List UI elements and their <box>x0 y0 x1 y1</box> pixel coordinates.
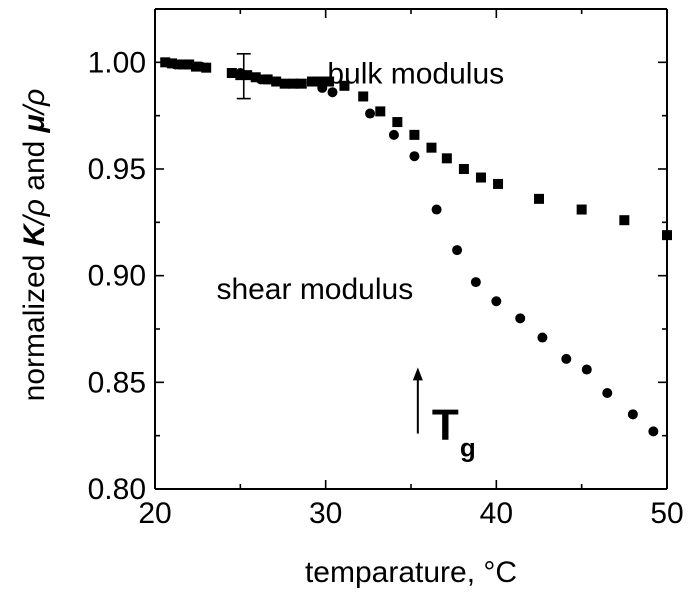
bulk-point <box>475 172 486 183</box>
tg-label-subscript: g <box>460 433 476 463</box>
shear-point <box>161 57 172 68</box>
shear-point <box>365 108 376 119</box>
bulk-point <box>279 78 290 89</box>
shear-point <box>452 245 463 256</box>
shear-point <box>602 388 613 398</box>
shear-point <box>291 78 302 89</box>
error-bar <box>236 52 251 100</box>
bulk-point <box>358 91 369 102</box>
shear-point <box>515 313 526 324</box>
y-tick-label: 1.00 <box>88 46 146 79</box>
bulk-point <box>296 78 307 89</box>
tg-arrow-head <box>412 367 423 381</box>
bulk-point <box>426 142 437 153</box>
x-tick-label: 30 <box>309 497 342 530</box>
shear-point <box>627 409 638 420</box>
shear-point <box>491 296 502 307</box>
shear-point <box>648 426 659 437</box>
tick-labels: 20 30 40 50 0.80 0.85 0.90 0.95 1.00 <box>88 46 684 530</box>
bulk-modulus-label: bulk modulus <box>327 58 504 91</box>
bulk-point <box>409 129 420 140</box>
y-axis-title-k: K <box>18 222 51 246</box>
bulk-point <box>250 72 261 83</box>
shear-point <box>581 364 592 375</box>
shear-modulus-label: shear modulus <box>216 273 413 306</box>
shear-point <box>537 332 548 343</box>
shear-point <box>170 59 181 70</box>
shear-point <box>388 129 399 140</box>
bulk-point <box>201 62 212 73</box>
y-tick-label: 0.85 <box>88 366 146 399</box>
shear-point <box>235 68 246 78</box>
x-axis-title: temparature, °C <box>305 556 517 589</box>
bulk-point <box>662 230 672 241</box>
shear-point <box>470 277 481 288</box>
shear-point <box>561 353 572 364</box>
shear-point <box>255 74 266 85</box>
y-tick-label: 0.90 <box>88 260 146 293</box>
x-tick-label: 40 <box>480 497 513 530</box>
bulk-point <box>441 153 452 164</box>
bulk-point <box>242 70 253 81</box>
shear-point <box>184 59 195 70</box>
y-axis-title-mu: μ <box>18 114 51 133</box>
tg-label: T <box>432 401 459 450</box>
y-axis-title-rho2: /ρ <box>18 89 51 117</box>
y-tick-label: 0.80 <box>88 473 146 506</box>
shear-point <box>327 87 338 98</box>
bulk-point <box>271 76 282 87</box>
tg-annotation: T g <box>412 367 476 463</box>
y-axis-title-and: and <box>18 132 51 199</box>
x-tick-label: 50 <box>650 497 683 530</box>
bulk-point <box>339 80 350 91</box>
bulk-point <box>190 61 201 72</box>
y-axis-title-prefix: normalized <box>18 246 51 401</box>
bulk-point <box>375 106 386 117</box>
shear-point <box>317 82 328 93</box>
y-axis-title-rho1: /ρ <box>18 199 51 227</box>
x-tick-label: 20 <box>138 497 171 530</box>
bulk-point <box>262 74 273 85</box>
y-axis-title: normalized K/ρ and μ/ρ <box>18 89 51 402</box>
bulk-point <box>315 76 326 87</box>
bulk-point <box>392 117 403 128</box>
series-shear <box>161 57 659 437</box>
bulk-point <box>226 68 237 78</box>
bulk-point <box>619 215 630 226</box>
ticks <box>154 8 668 490</box>
shear-point <box>196 61 207 72</box>
shear-point <box>431 204 442 215</box>
bulk-point <box>576 204 587 215</box>
bulk-point <box>177 59 188 70</box>
bulk-point <box>458 164 469 174</box>
bulk-point <box>324 76 335 87</box>
bulk-point <box>534 193 544 204</box>
bulk-point <box>493 178 504 189</box>
y-tick-label: 0.95 <box>88 153 146 186</box>
bulk-point <box>307 76 318 87</box>
shear-point <box>409 151 420 162</box>
